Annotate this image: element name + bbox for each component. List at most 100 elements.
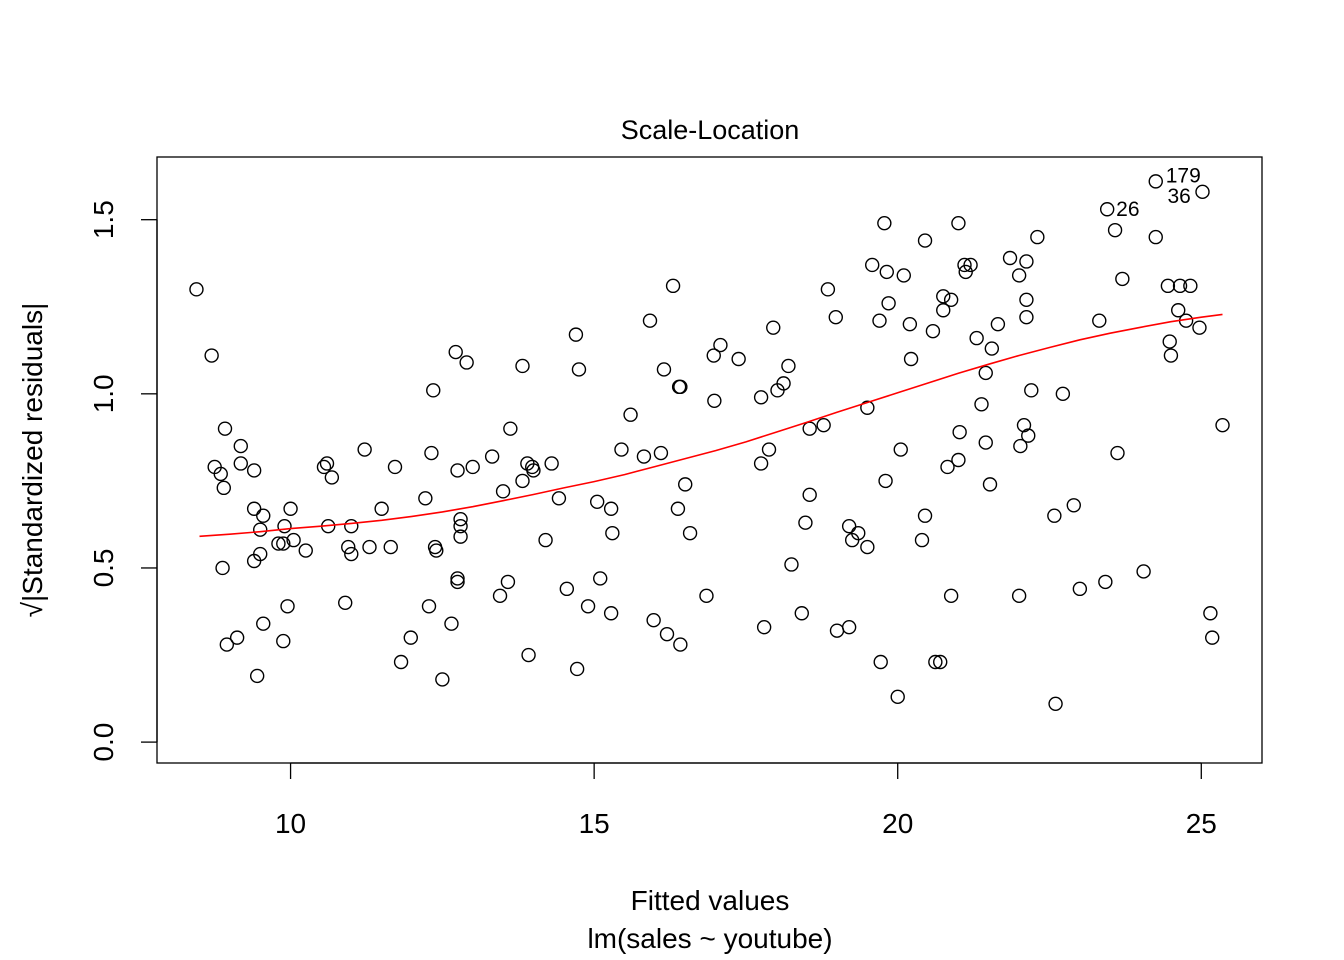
data-point	[952, 424, 967, 440]
data-point	[969, 330, 984, 346]
data-point	[484, 449, 500, 464]
data-point	[879, 264, 894, 280]
data-point	[829, 623, 845, 638]
data-point	[653, 445, 669, 461]
data-point	[914, 532, 930, 548]
data-point	[794, 606, 809, 621]
data-point	[1183, 278, 1198, 294]
data-point	[1205, 630, 1220, 645]
data-point	[453, 512, 468, 527]
data-point	[890, 689, 905, 705]
data-point	[860, 400, 875, 415]
data-point	[569, 661, 585, 677]
data-point	[448, 344, 463, 360]
data-point	[559, 581, 575, 597]
data-point	[984, 341, 1000, 356]
data-point	[1066, 498, 1081, 513]
data-point	[544, 456, 559, 471]
data-point	[215, 560, 230, 576]
data-point	[233, 456, 248, 471]
data-point	[893, 442, 908, 457]
data-point	[1048, 696, 1063, 711]
x-tick-label: 20	[882, 808, 913, 839]
data-point	[450, 571, 465, 586]
data-point	[421, 599, 437, 614]
data-point	[1011, 268, 1027, 283]
data-point	[593, 571, 608, 586]
data-point	[851, 525, 866, 541]
data-point	[465, 459, 480, 475]
data-point	[1047, 508, 1062, 523]
data-point	[990, 316, 1006, 332]
data-point	[276, 536, 291, 551]
data-point	[1171, 303, 1186, 318]
data-point	[706, 348, 721, 363]
data-point	[403, 630, 418, 645]
data-point	[500, 574, 516, 590]
data-point	[459, 355, 474, 370]
data-point	[928, 654, 943, 670]
data-point	[820, 282, 836, 297]
data-point	[943, 588, 959, 604]
data-point	[670, 501, 686, 516]
data-point	[951, 452, 966, 468]
data-point	[393, 654, 409, 670]
outlier-label: 179	[1166, 164, 1201, 187]
data-point	[256, 616, 271, 631]
data-point	[872, 313, 887, 328]
data-point	[383, 539, 398, 555]
data-point	[1148, 229, 1163, 245]
data-point	[731, 351, 746, 367]
data-point	[603, 501, 619, 516]
data-point	[802, 421, 817, 436]
x-axis: 10 15 20 25	[275, 762, 1217, 839]
data-point	[424, 445, 439, 461]
data-point	[515, 358, 530, 374]
data-point	[1162, 334, 1177, 349]
data-point	[1030, 229, 1045, 245]
data-point	[374, 501, 389, 516]
data-point	[1215, 417, 1230, 433]
data-point	[515, 473, 530, 489]
data-point	[495, 484, 511, 499]
data-point	[982, 477, 998, 492]
data-point	[1160, 278, 1176, 294]
data-point	[387, 459, 403, 475]
data-point	[951, 215, 966, 231]
data-point	[682, 525, 698, 541]
x-tick-label: 25	[1186, 808, 1217, 839]
data-point	[753, 456, 769, 471]
data-point	[881, 296, 896, 311]
data-point	[713, 337, 728, 353]
y-tick-label: 0.5	[88, 548, 119, 587]
data-point	[319, 456, 335, 471]
data-point	[229, 630, 245, 645]
data-point	[699, 588, 714, 604]
data-point	[925, 323, 941, 339]
data-point	[903, 351, 919, 367]
y-tick-label: 0.0	[88, 723, 119, 762]
data-point	[1092, 313, 1107, 328]
data-point	[756, 619, 772, 635]
data-point	[902, 316, 918, 332]
data-point	[828, 310, 843, 325]
data-point	[1110, 445, 1125, 461]
data-point	[453, 529, 468, 544]
x-axis-title: Fitted values	[631, 885, 790, 916]
data-point	[213, 466, 228, 482]
data-point	[1172, 278, 1188, 294]
data-point	[426, 383, 441, 398]
data-point	[776, 376, 791, 391]
data-point	[781, 358, 796, 374]
data-point	[492, 588, 508, 604]
data-point	[656, 362, 672, 377]
data-point	[271, 536, 286, 551]
data-point	[580, 599, 596, 614]
data-point	[1192, 320, 1207, 335]
data-point	[707, 393, 722, 408]
data-point	[1099, 202, 1115, 217]
data-point	[246, 463, 262, 478]
data-point	[277, 518, 292, 534]
data-point	[623, 407, 638, 422]
